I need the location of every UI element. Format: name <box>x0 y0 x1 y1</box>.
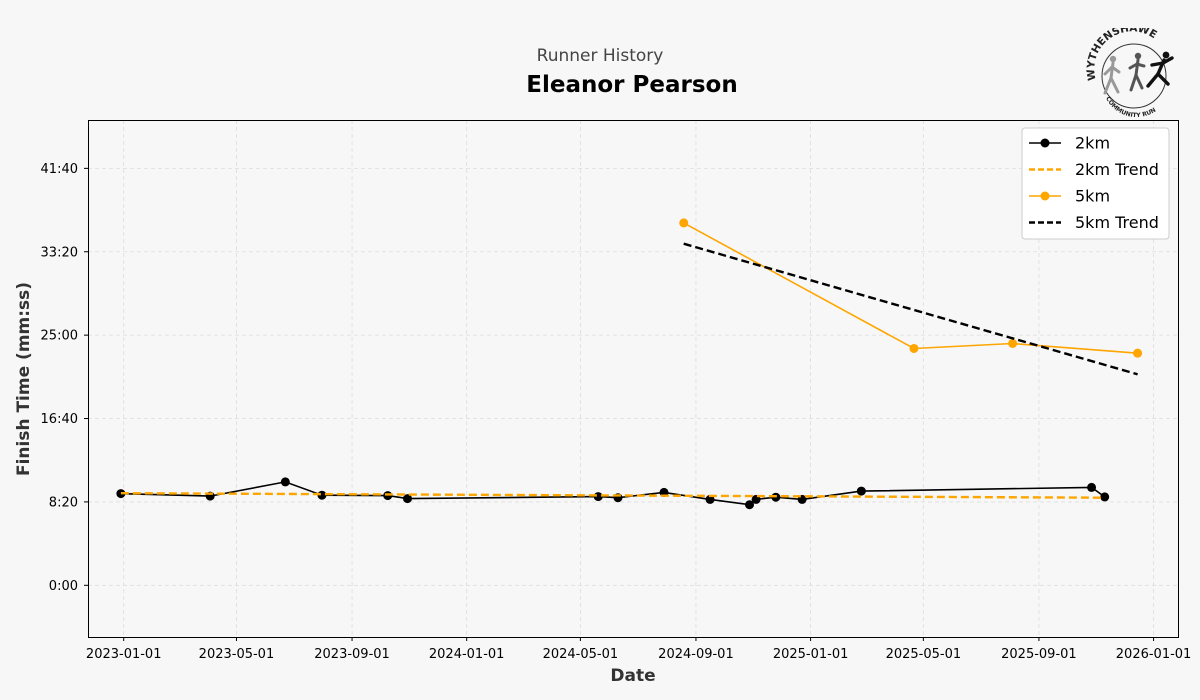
legend-label-2km: 2km <box>1075 134 1110 153</box>
y-tick-label: 0:00 <box>49 579 78 594</box>
data-point <box>1100 492 1110 502</box>
runner-mid-icon <box>1128 52 1146 92</box>
series-5km <box>679 218 1143 358</box>
series-line-5km-trend <box>683 242 1138 376</box>
x-tick-label: 2025-09-01 <box>1001 647 1077 662</box>
y-axis-label: Finish Time (mm:ss) <box>14 282 34 476</box>
grid-lines <box>88 120 1178 637</box>
series-5km-trend <box>683 242 1138 376</box>
legend-label-2km-trend: 2km Trend <box>1075 160 1159 179</box>
plot-frame <box>88 120 1179 638</box>
series-line-5km <box>683 222 1138 354</box>
legend-label-5km: 5km <box>1075 187 1110 206</box>
y-tick-label: 41:40 <box>41 162 78 177</box>
legend-marker-5km <box>1040 191 1050 201</box>
y-tick-label: 16:40 <box>41 412 78 427</box>
legend-marker-2km <box>1040 138 1050 148</box>
logo-bottom-text: COMMUNITY RUN <box>1104 96 1157 118</box>
x-axis-ticks: 2023-01-01 2023-05-01 2023-09-01 2024-01-01… <box>86 637 1191 662</box>
data-point <box>1133 348 1143 358</box>
chart-title: Eleanor Pearson <box>526 72 738 98</box>
club-logo: WYTHENSHAWE COMMUNITY RUN <box>1086 28 1174 118</box>
x-tick-label: 2025-01-01 <box>773 647 849 662</box>
y-tick-label: 33:20 <box>41 245 78 260</box>
runner-dark-icon <box>1146 51 1174 88</box>
series-layer <box>116 218 1143 510</box>
data-point <box>402 494 412 504</box>
y-tick-label: 8:20 <box>49 495 78 510</box>
legend: 2km 2km Trend 5km 5km Trend <box>1021 127 1170 240</box>
data-point <box>909 343 919 353</box>
data-point <box>280 477 290 487</box>
runner-light-icon <box>1103 55 1121 95</box>
logo-ring-icon <box>1101 43 1167 109</box>
y-tick-label: 25:00 <box>41 329 78 344</box>
chart-subtitle: Runner History <box>536 46 664 66</box>
y-axis-ticks: 0:00 8:20 16:40 25:00 33:20 41:40 <box>41 162 88 594</box>
x-tick-label: 2023-01-01 <box>86 647 162 662</box>
x-tick-label: 2025-05-01 <box>886 647 962 662</box>
logo-top-text: WYTHENSHAWE <box>1086 28 1159 81</box>
series-2km-trend <box>120 492 1105 499</box>
data-point <box>1008 338 1018 348</box>
data-point <box>705 494 715 504</box>
legend-box <box>1021 127 1170 240</box>
x-tick-label: 2024-09-01 <box>658 647 734 662</box>
data-point <box>679 218 689 228</box>
x-tick-label: 2023-05-01 <box>199 647 275 662</box>
series-line-2km-trend <box>120 492 1105 499</box>
legend-label-5km-trend: 5km Trend <box>1075 213 1159 232</box>
data-point <box>856 486 866 496</box>
x-axis-label: Date <box>610 666 655 686</box>
data-point <box>1087 482 1097 492</box>
x-tick-label: 2024-05-01 <box>543 647 619 662</box>
data-point <box>745 500 755 510</box>
x-tick-label: 2023-09-01 <box>314 647 390 662</box>
x-tick-label: 2024-01-01 <box>429 647 505 662</box>
x-tick-label: 2026-01-01 <box>1116 647 1192 662</box>
data-point <box>116 489 126 499</box>
